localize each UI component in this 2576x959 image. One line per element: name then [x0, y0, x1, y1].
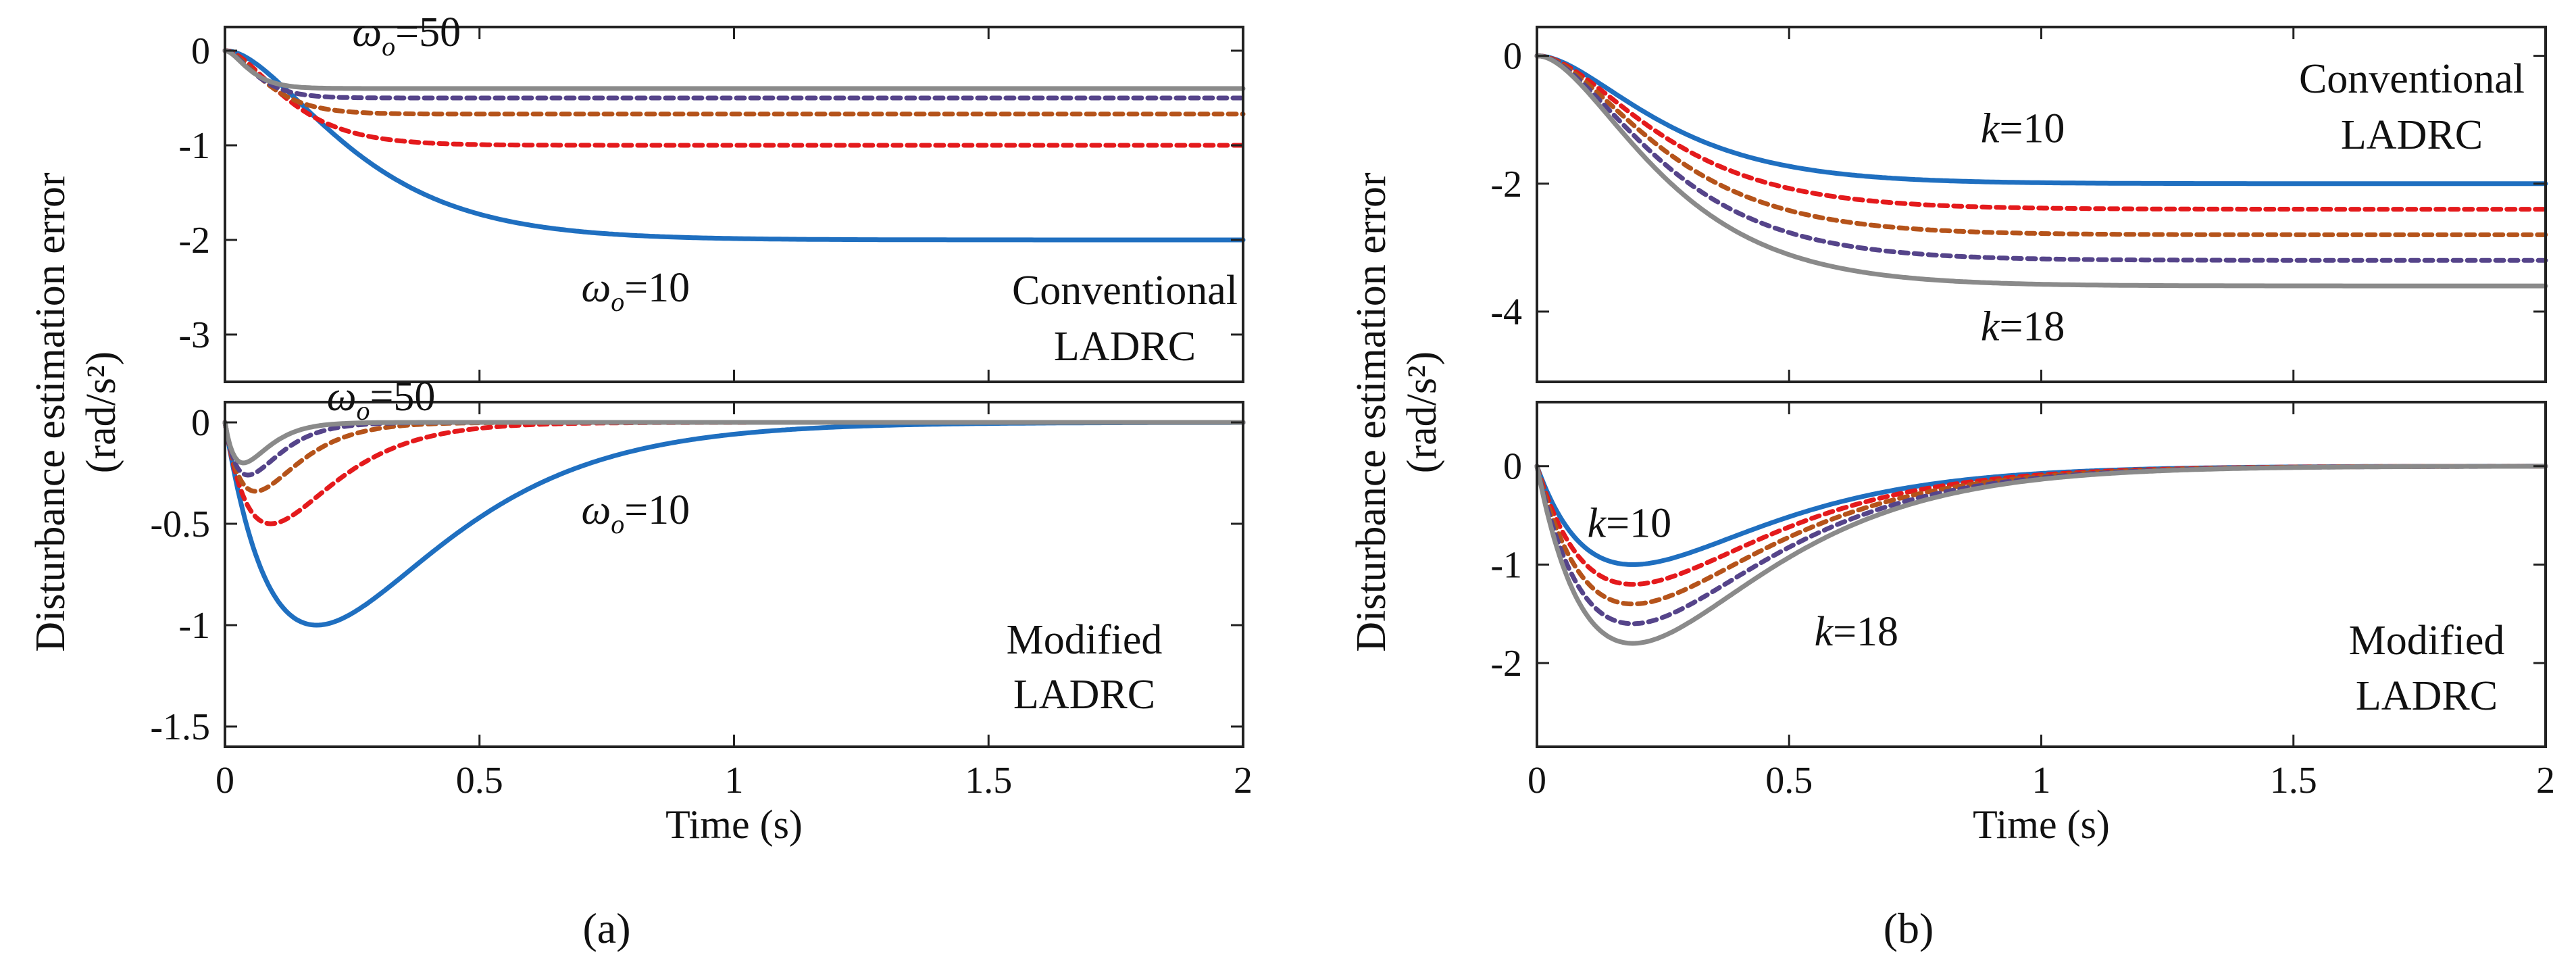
- annotation-symbol: k: [1981, 304, 2000, 350]
- note-a-bottom-1: LADRC: [1013, 672, 1155, 718]
- annotation-value: =50: [395, 9, 461, 55]
- annotation-value: =18: [1833, 609, 1898, 655]
- annotation-value: =50: [370, 374, 435, 420]
- annotation-symbol: ω: [327, 374, 357, 420]
- annotation-symbol: k: [1815, 609, 1834, 655]
- annotation-value: =10: [1999, 105, 2065, 151]
- annotation-value: =10: [624, 487, 690, 533]
- ylabel-a-line1: Disturbance estimation error: [28, 172, 74, 652]
- ytick-label-a-bottom-3: -1.5: [150, 706, 210, 748]
- ytick-label-b-top-0: 0: [1503, 36, 1522, 78]
- ytick-label-b-top-2: -4: [1490, 291, 1522, 333]
- annotation-subscript: o: [611, 287, 624, 317]
- xtick-label-a-bottom-0: 0: [216, 760, 234, 802]
- ytick-label-a-top-1: -1: [178, 125, 210, 167]
- annotation-a-bottom-1: ωo=10: [581, 487, 690, 539]
- ylabel-b-line2: (rad/s²): [1399, 351, 1445, 473]
- annotation-a-top-1: ωo=10: [581, 265, 690, 317]
- series-line-b-top-0: [1534, 53, 2548, 187]
- ytick-label-a-bottom-2: -1: [178, 605, 210, 647]
- annotation-b-bottom-1: k=18: [1815, 609, 1899, 655]
- annotation-value: =10: [1606, 501, 1671, 547]
- series-line-b-bottom-2: [1534, 464, 2548, 607]
- series-line-b-bottom-3: [1534, 464, 2548, 626]
- xtick-label-b-bottom-0: 0: [1527, 760, 1546, 802]
- ytick-label-a-top-2: -2: [178, 220, 210, 262]
- xtick-label-a-bottom-4: 2: [1234, 760, 1253, 802]
- annotation-value: =10: [624, 265, 690, 311]
- series-line-a-top-2: [222, 48, 1246, 117]
- xtick-label-b-bottom-3: 1.5: [2270, 760, 2317, 802]
- annotation-symbol: ω: [581, 487, 611, 533]
- series-line-a-top-3: [222, 48, 1246, 101]
- series-line-a-top-4: [222, 48, 1246, 91]
- ytick-label-a-top-0: 0: [191, 30, 210, 72]
- series-line-b-top-4: [1534, 53, 2548, 289]
- annotation-b-top-1: k=18: [1981, 304, 2065, 350]
- annotation-b-top-0: k=10: [1981, 105, 2065, 151]
- note-a-bottom-0: Modified: [1007, 617, 1163, 663]
- annotation-symbol: k: [1981, 105, 2000, 151]
- note-b-bottom-0: Modified: [2349, 618, 2505, 664]
- annotation-b-bottom-0: k=10: [1588, 501, 1672, 547]
- ytick-label-b-bottom-2: -2: [1490, 643, 1522, 685]
- xlabel-b-bottom: Time (s): [1973, 802, 2110, 847]
- xtick-label-b-bottom-4: 2: [2536, 760, 2555, 802]
- series-line-b-top-2: [1534, 53, 2548, 237]
- ytick-label-b-bottom-1: -1: [1490, 544, 1522, 586]
- series-line-b-bottom-1: [1534, 464, 2548, 587]
- annotation-subscript: o: [382, 31, 395, 62]
- note-b-bottom-1: LADRC: [2356, 673, 2498, 719]
- annotation-symbol: ω: [581, 265, 611, 311]
- series-line-a-bottom-4: [222, 420, 1246, 466]
- ytick-label-b-bottom-0: 0: [1503, 446, 1522, 488]
- annotation-symbol: ω: [352, 9, 382, 55]
- ytick-label-a-bottom-1: -0.5: [150, 503, 210, 545]
- annotation-a-bottom-0: ωo=50: [327, 374, 436, 426]
- series-line-a-top-0: [222, 48, 1246, 243]
- xlabel-a-bottom: Time (s): [665, 802, 803, 847]
- ylabel-b-line1: Disturbance estimation error: [1348, 172, 1394, 652]
- ytick-label-b-top-1: -2: [1490, 164, 1522, 205]
- annotation-symbol: k: [1588, 501, 1607, 547]
- xtick-label-b-bottom-1: 0.5: [1765, 760, 1813, 802]
- annotation-subscript: o: [356, 395, 370, 426]
- xtick-label-b-bottom-2: 1: [2032, 760, 2051, 802]
- xtick-label-a-bottom-3: 1.5: [965, 760, 1012, 802]
- note-b-top-0: Conventional: [2299, 56, 2525, 102]
- ylabel-a-line2: (rad/s²): [78, 351, 124, 473]
- xtick-label-a-bottom-2: 1: [725, 760, 744, 802]
- series-line-a-top-1: [222, 48, 1246, 148]
- series-line-b-top-3: [1534, 53, 2548, 263]
- series-line-a-bottom-1: [222, 420, 1246, 526]
- note-a-top-0: Conventional: [1012, 268, 1238, 314]
- ytick-label-a-bottom-0: 0: [191, 402, 210, 444]
- ytick-label-a-top-3: -3: [178, 314, 210, 356]
- annotation-subscript: o: [611, 509, 624, 539]
- series-line-b-bottom-4: [1534, 464, 2548, 646]
- panel-label-a: (a): [582, 904, 630, 952]
- annotation-value: =18: [1999, 304, 2065, 350]
- xtick-label-a-bottom-1: 0.5: [456, 760, 503, 802]
- panel-label-b: (b): [1884, 904, 1934, 952]
- annotation-a-top-0: ωo=50: [352, 9, 461, 62]
- note-a-top-1: LADRC: [1054, 324, 1196, 370]
- note-b-top-1: LADRC: [2341, 112, 2483, 158]
- series-line-b-top-1: [1534, 53, 2548, 212]
